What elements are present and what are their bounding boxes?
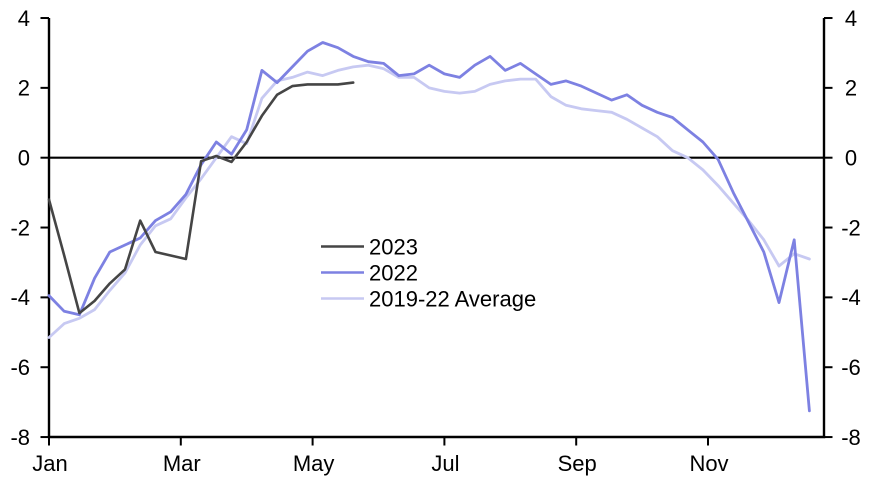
y-tick-label-left: -6 (10, 355, 30, 380)
y-tick-label-right: 4 (845, 6, 857, 31)
y-tick-label-left: 0 (18, 146, 30, 171)
y-tick-label-left: 4 (18, 6, 30, 31)
y-tick-label-right: -8 (841, 425, 861, 450)
legend-label: 2022 (369, 261, 418, 286)
x-tick-label: Jul (431, 451, 459, 476)
series-line-2019-22-average (47, 63, 811, 339)
y-tick-label-right: -2 (841, 215, 861, 240)
y-tick-label-right: 0 (845, 146, 857, 171)
x-tick-label: May (293, 451, 335, 476)
x-tick-label: Nov (689, 451, 728, 476)
legend-label: 2023 (369, 235, 418, 260)
y-tick-label-left: 2 (18, 76, 30, 101)
legend-label: 2019-22 Average (369, 287, 536, 312)
x-tick-label: Mar (163, 451, 201, 476)
y-tick-label-right: 2 (845, 76, 857, 101)
y-tick-label-left: -2 (10, 215, 30, 240)
y-tick-label-left: -4 (10, 285, 30, 310)
y-tick-label-left: -8 (10, 425, 30, 450)
y-tick-label-right: -6 (841, 355, 861, 380)
series-line-2022 (47, 41, 811, 413)
series-line-2023 (47, 81, 355, 315)
y-tick-label-right: -4 (841, 285, 861, 310)
x-tick-label: Sep (558, 451, 597, 476)
x-tick-label: Jan (32, 451, 67, 476)
